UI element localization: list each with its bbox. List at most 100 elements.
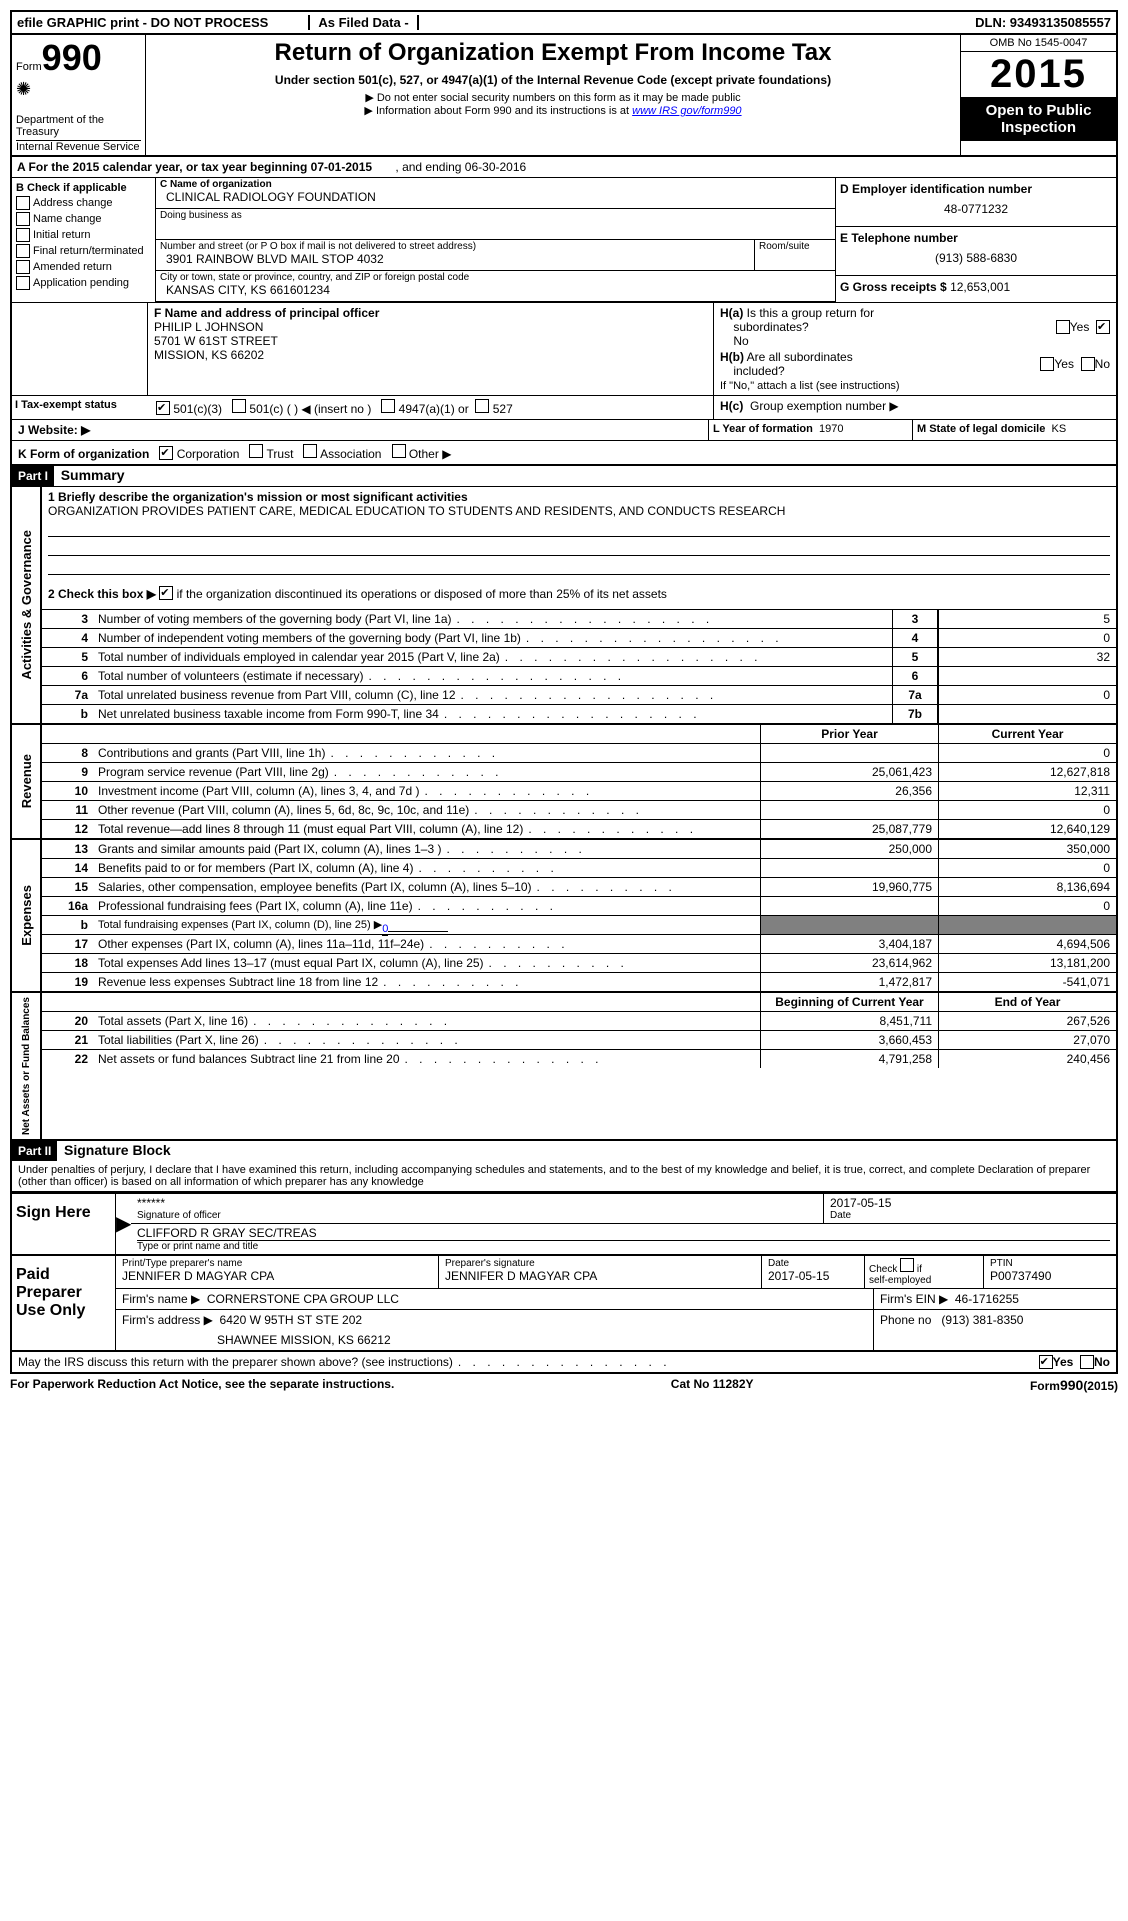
sig-date: 2017-05-15: [830, 1196, 1110, 1210]
chk-pending[interactable]: [16, 276, 30, 290]
efile-center: As Filed Data -: [308, 15, 418, 30]
section-k: K Form of organization Corporation Trust…: [10, 441, 1118, 466]
chk-corp[interactable]: [159, 446, 173, 460]
section-c: C Name of organization CLINICAL RADIOLOG…: [156, 178, 835, 302]
rev-row: 10 Investment income (Part VIII, column …: [42, 782, 1116, 801]
exp-row: 14 Benefits paid to or for members (Part…: [42, 859, 1116, 878]
chk-hb-no[interactable]: [1081, 357, 1095, 371]
tax-year: 2015: [961, 52, 1116, 97]
expenses-section: Expenses 13 Grants and similar amounts p…: [10, 840, 1118, 993]
chk-527[interactable]: [475, 399, 489, 413]
chk-initial[interactable]: [16, 228, 30, 242]
form-subtitle: Under section 501(c), 527, or 4947(a)(1)…: [150, 73, 956, 87]
firm-phone: (913) 381-8350: [941, 1313, 1023, 1327]
omb-number: OMB No 1545-0047: [961, 35, 1116, 52]
form-header: Form990 ✺ Department of the Treasury Int…: [10, 35, 1118, 157]
ein: 48-0771232: [840, 196, 1112, 222]
state-domicile: KS: [1051, 423, 1066, 435]
chk-final[interactable]: [16, 244, 30, 258]
section-j: J Website: ▶: [12, 420, 709, 440]
firm-name: CORNERSTONE CPA GROUP LLC: [207, 1292, 399, 1306]
paid-preparer-block: Paid Preparer Use Only Print/Type prepar…: [10, 1256, 1118, 1352]
side-net: Net Assets or Fund Balances: [12, 993, 42, 1139]
chk-self-employed[interactable]: [900, 1258, 914, 1272]
mission-text: ORGANIZATION PROVIDES PATIENT CARE, MEDI…: [48, 504, 1110, 518]
irs-label: Internal Revenue Service: [16, 140, 141, 153]
officer-name-title: CLIFFORD R GRAY SEC/TREAS: [137, 1226, 1110, 1241]
net-row: 21 Total liabilities (Part X, line 26). …: [42, 1031, 1116, 1050]
chk-address-change[interactable]: [16, 196, 30, 210]
chk-ha-no[interactable]: [1096, 320, 1110, 334]
exp-row: 16a Professional fundraising fees (Part …: [42, 897, 1116, 916]
side-revenue: Revenue: [12, 725, 42, 838]
firm-ein: 46-1716255: [955, 1292, 1019, 1306]
gov-row: 7a Total unrelated business revenue from…: [42, 686, 1116, 705]
phone: (913) 588-6830: [840, 245, 1112, 271]
preparer-date: 2017-05-15: [768, 1269, 858, 1283]
gov-row: 6 Total number of volunteers (estimate i…: [42, 667, 1116, 686]
net-row: 20 Total assets (Part X, line 16). . . .…: [42, 1012, 1116, 1031]
org-city: KANSAS CITY, KS 661601234: [156, 283, 835, 301]
declaration: Under penalties of perjury, I declare th…: [10, 1161, 1118, 1193]
col-prior: Prior Year: [760, 725, 938, 743]
section-fh: F Name and address of principal officer …: [10, 302, 1118, 396]
part1-header: Part I: [12, 466, 54, 486]
year-formation: 1970: [819, 423, 843, 435]
may-irs-discuss: May the IRS discuss this return with the…: [10, 1352, 1118, 1374]
col-current: Current Year: [938, 725, 1116, 743]
chk-other[interactable]: [392, 444, 406, 458]
gov-row: 3 Number of voting members of the govern…: [42, 610, 1116, 629]
chk-irs-yes[interactable]: [1039, 1355, 1053, 1369]
part2-header: Part II: [12, 1141, 57, 1161]
ptin: P00737490: [990, 1269, 1110, 1283]
section-deg: D Employer identification number 48-0771…: [835, 178, 1116, 302]
net-row: 22 Net assets or fund balances Subtract …: [42, 1050, 1116, 1068]
exp-row: 13 Grants and similar amounts paid (Part…: [42, 840, 1116, 859]
dln: DLN: 93493135085557: [975, 15, 1111, 30]
rev-row: 8 Contributions and grants (Part VIII, l…: [42, 744, 1116, 763]
revenue-section: Revenue Prior Year Current Year 8 Contri…: [10, 725, 1118, 840]
preparer-name: JENNIFER D MAGYAR CPA: [122, 1269, 432, 1283]
rev-row: 9 Program service revenue (Part VIII, li…: [42, 763, 1116, 782]
chk-hb-yes[interactable]: [1040, 357, 1054, 371]
gross-receipts: 12,653,001: [950, 280, 1010, 294]
exp-row: 18 Total expenses Add lines 13–17 (must …: [42, 954, 1116, 973]
note-ssn: ▶ Do not enter social security numbers o…: [150, 91, 956, 104]
officer-name: PHILIP L JOHNSON: [154, 320, 707, 334]
form-number: 990: [42, 37, 102, 78]
efile-top-bar: efile GRAPHIC print - DO NOT PROCESS As …: [10, 10, 1118, 35]
gov-row: b Net unrelated business taxable income …: [42, 705, 1116, 723]
irs-link[interactable]: www IRS gov/form990: [632, 105, 741, 117]
rev-row: 12 Total revenue—add lines 8 through 11 …: [42, 820, 1116, 838]
chk-irs-no[interactable]: [1080, 1355, 1094, 1369]
exp-row: 17 Other expenses (Part IX, column (A), …: [42, 935, 1116, 954]
chk-discontinued[interactable]: [159, 586, 173, 600]
footer: For Paperwork Reduction Act Notice, see …: [10, 1374, 1118, 1393]
gov-row: 4 Number of independent voting members o…: [42, 629, 1116, 648]
chk-ha-yes[interactable]: [1056, 320, 1070, 334]
part1-body: Activities & Governance 1 Briefly descri…: [10, 486, 1118, 725]
dept-treasury: Department of the Treasury: [16, 114, 141, 138]
exp-row: b Total fundraising expenses (Part IX, c…: [42, 916, 1116, 935]
chk-assoc[interactable]: [303, 444, 317, 458]
exp-row: 19 Revenue less expenses Subtract line 1…: [42, 973, 1116, 991]
gov-row: 5 Total number of individuals employed i…: [42, 648, 1116, 667]
firm-addr: 6420 W 95TH ST STE 202: [220, 1313, 363, 1327]
org-address: 3901 RAINBOW BLVD MAIL STOP 4032: [156, 252, 754, 270]
form-title: Return of Organization Exempt From Incom…: [150, 39, 956, 67]
net-assets-section: Net Assets or Fund Balances Beginning of…: [10, 993, 1118, 1141]
side-governance: Activities & Governance: [12, 487, 42, 723]
sign-here-block: Sign Here ▶ ****** Signature of officer …: [10, 1193, 1118, 1256]
efile-left: efile GRAPHIC print - DO NOT PROCESS: [17, 15, 268, 30]
org-name: CLINICAL RADIOLOGY FOUNDATION: [156, 190, 835, 208]
exp-row: 15 Salaries, other compensation, employe…: [42, 878, 1116, 897]
chk-501c[interactable]: [232, 399, 246, 413]
org-info-block: B Check if applicable Address change Nam…: [10, 178, 1118, 302]
chk-name-change[interactable]: [16, 212, 30, 226]
section-hc: H(c) Group exemption number ▶: [714, 396, 1116, 419]
chk-amended[interactable]: [16, 260, 30, 274]
chk-4947[interactable]: [381, 399, 395, 413]
rev-row: 11 Other revenue (Part VIII, column (A),…: [42, 801, 1116, 820]
chk-trust[interactable]: [249, 444, 263, 458]
chk-501c3[interactable]: [156, 401, 170, 415]
